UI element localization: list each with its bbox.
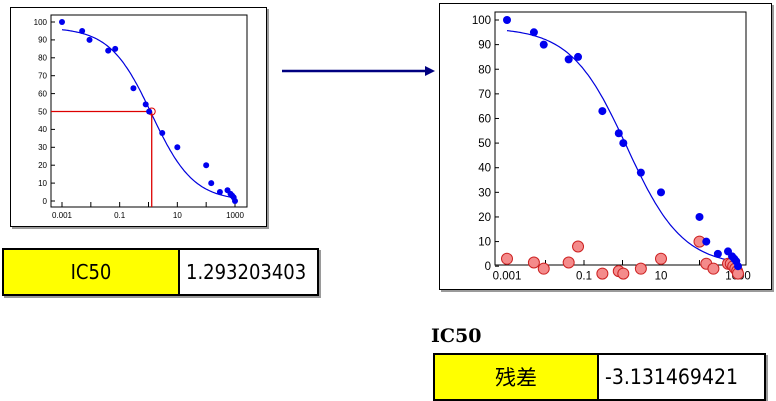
x-tick-label: 0.1 <box>576 271 592 283</box>
plot-frame <box>494 11 747 266</box>
data-point <box>159 129 166 136</box>
data-point <box>503 16 511 24</box>
data-point <box>174 144 181 151</box>
residual-point <box>707 262 720 275</box>
y-tick-label: 20 <box>478 212 491 224</box>
data-point <box>598 107 607 116</box>
left-chart-panel: 0 10 20 30 40 50 60 70 80 90 100 0.001 0.1 10 1000 <box>10 7 267 227</box>
data-point <box>529 28 538 37</box>
y-tick-label: 60 <box>478 114 491 126</box>
ic50-label: IC50 <box>4 250 180 294</box>
x-tick-label: 0.001 <box>52 211 73 220</box>
x-tick-label: 1000 <box>226 211 244 220</box>
y-tick-label: 10 <box>38 179 47 188</box>
data-point <box>713 249 722 258</box>
data-point <box>86 36 93 43</box>
y-tick-label: 70 <box>38 72 47 81</box>
y-tick-label: 90 <box>478 40 491 52</box>
residual-label: 残差 <box>435 355 599 399</box>
ic50-value-box: IC50 1.293203403 <box>2 248 319 296</box>
fitted-curve <box>61 29 236 199</box>
data-point <box>142 101 149 108</box>
data-point <box>203 162 210 169</box>
y-tick-label: 80 <box>478 64 491 76</box>
data-point <box>657 188 665 197</box>
y-tick-label: 70 <box>478 89 491 101</box>
data-point <box>614 129 623 138</box>
residual-point <box>501 252 513 265</box>
data-point <box>216 189 223 196</box>
y-tick-label: 0 <box>43 197 48 206</box>
y-tick-label: 50 <box>38 107 47 116</box>
y-tick-label: 60 <box>38 89 47 98</box>
data-point <box>59 19 65 25</box>
data-point <box>574 52 583 61</box>
x-tick-label: 0.1 <box>114 211 126 220</box>
residual-point <box>572 240 585 253</box>
arrow-right-icon <box>282 66 435 76</box>
y-tick-label: 30 <box>38 143 47 152</box>
y-tick-label: 40 <box>478 163 491 175</box>
data-point <box>539 40 548 49</box>
y-tick-label: 100 <box>34 18 48 27</box>
left-chart: 0 10 20 30 40 50 60 70 80 90 100 0.001 0.1 10 1000 <box>34 14 248 220</box>
right-caption: IC50 <box>431 325 482 347</box>
y-tick-label: 50 <box>478 138 491 150</box>
data-point <box>564 55 573 64</box>
fitted-curve <box>506 30 739 263</box>
data-point <box>130 85 137 92</box>
y-tick-label: 40 <box>38 125 47 134</box>
residual-point <box>527 256 540 269</box>
residual-point <box>655 252 667 265</box>
y-tick-label: 10 <box>478 237 491 249</box>
data-point <box>636 168 645 177</box>
residual-point <box>537 262 550 275</box>
data-point <box>112 45 119 52</box>
y-tick-label: 90 <box>38 36 47 45</box>
residual-value: -3.131469421 <box>605 365 738 389</box>
data-point <box>702 237 711 246</box>
data-point <box>232 198 238 204</box>
residual-value-box: 残差 -3.131469421 <box>433 353 766 401</box>
data-point <box>208 180 215 187</box>
x-tick-label: 10 <box>655 271 668 283</box>
x-tick-label: 10 <box>173 211 182 220</box>
y-tick-label: 0 <box>485 261 491 273</box>
residual-point <box>617 267 630 280</box>
data-point <box>695 212 704 221</box>
data-point <box>619 139 628 148</box>
y-tick-label: 30 <box>478 187 491 199</box>
x-tick-label: 0.001 <box>493 271 522 283</box>
data-point <box>79 27 86 34</box>
residual-point <box>634 262 647 275</box>
y-tick-label: 20 <box>38 161 47 170</box>
residual-point <box>596 267 609 280</box>
y-tick-label: 100 <box>472 15 491 27</box>
data-point <box>105 47 112 54</box>
ic50-value: 1.293203403 <box>186 260 307 284</box>
y-tick-label: 80 <box>38 54 47 63</box>
data-point <box>146 108 153 115</box>
residual-point <box>562 256 575 269</box>
data-point <box>734 262 742 271</box>
